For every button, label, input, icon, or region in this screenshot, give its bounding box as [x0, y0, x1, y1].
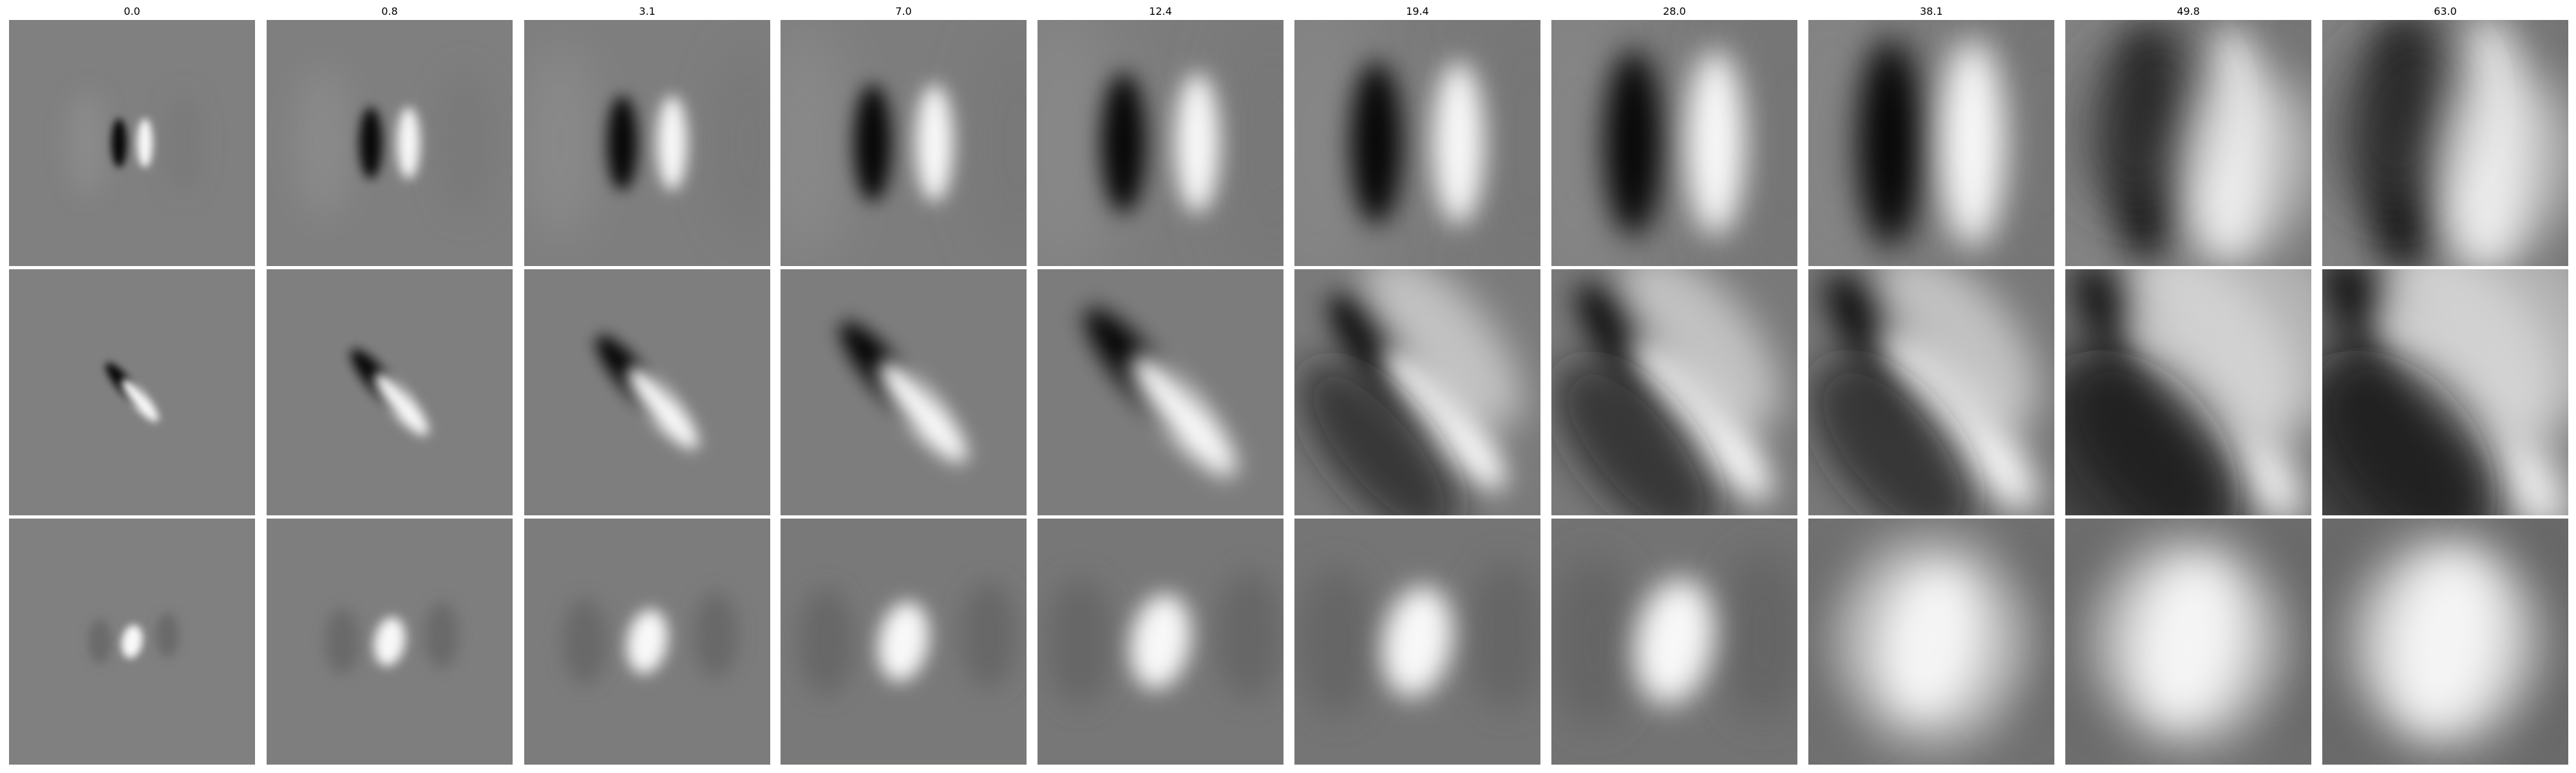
column-title: 49.8	[2177, 5, 2200, 17]
filter-panel-r3-c9	[2065, 519, 2311, 765]
filter-image	[1037, 519, 1283, 765]
filter-image	[781, 519, 1027, 765]
filter-panel-r2-c1	[9, 269, 255, 515]
filter-panel-r1-c7	[1551, 20, 1797, 266]
filter-panel-r1-c3	[524, 20, 770, 266]
filter-panel-r1-c2	[267, 20, 513, 266]
filter-image	[2322, 269, 2568, 515]
filter-image	[781, 269, 1027, 515]
filter-panel-r2-c6	[1294, 269, 1540, 515]
filter-panel-r3-c8	[1808, 519, 2054, 765]
column-title: 38.1	[1920, 5, 1943, 17]
filter-panel-r3-c7	[1551, 519, 1797, 765]
filter-panel-r2-c5	[1037, 269, 1283, 515]
filter-image	[781, 20, 1027, 266]
filter-image	[2065, 269, 2311, 515]
filter-image	[524, 519, 770, 765]
filter-image	[1294, 269, 1540, 515]
filter-panel-r3-c2	[267, 519, 513, 765]
filter-panel-r1-c5	[1037, 20, 1283, 266]
filter-panel-r2-c9	[2065, 269, 2311, 515]
filter-panel-r1-c4	[781, 20, 1027, 266]
filter-image	[2322, 519, 2568, 765]
filter-image	[1808, 519, 2054, 765]
filter-image	[9, 20, 255, 266]
column-title: 0.8	[381, 5, 398, 17]
filter-image	[2065, 519, 2311, 765]
filter-panel-r2-c3	[524, 269, 770, 515]
filter-panel-r3-c4	[781, 519, 1027, 765]
filter-panel-r2-c10	[2322, 269, 2568, 515]
filter-image	[524, 269, 770, 515]
filter-panel-r1-c10	[2322, 20, 2568, 266]
column-title: 28.0	[1663, 5, 1686, 17]
filter-image	[2065, 20, 2311, 266]
filter-image	[267, 20, 513, 266]
filter-panel-r3-c3	[524, 519, 770, 765]
filter-image	[1294, 20, 1540, 266]
filter-image	[267, 269, 513, 515]
filter-panel-r1-c9	[2065, 20, 2311, 266]
column-title: 19.4	[1406, 5, 1429, 17]
filter-image	[2322, 20, 2568, 266]
filter-image	[1037, 269, 1283, 515]
column-title: 7.0	[895, 5, 912, 17]
filter-image	[1551, 269, 1797, 515]
column-title: 3.1	[639, 5, 656, 17]
filter-image	[9, 519, 255, 765]
filter-panel-r2-c7	[1551, 269, 1797, 515]
filter-image	[267, 519, 513, 765]
filter-panel-r1-c8	[1808, 20, 2054, 266]
filter-panel-r3-c10	[2322, 519, 2568, 765]
filter-image	[1294, 519, 1540, 765]
column-title: 63.0	[2434, 5, 2457, 17]
filter-panel-r2-c2	[267, 269, 513, 515]
filter-image	[1037, 20, 1283, 266]
filter-panel-r1-c1	[9, 20, 255, 266]
filter-panel-r3-c6	[1294, 519, 1540, 765]
filter-panel-r2-c4	[781, 269, 1027, 515]
filter-image	[524, 20, 770, 266]
filter-panel-r3-c5	[1037, 519, 1283, 765]
filter-image	[1551, 519, 1797, 765]
column-title: 12.4	[1149, 5, 1172, 17]
column-title: 0.0	[124, 5, 140, 17]
filter-image	[1551, 20, 1797, 266]
filter-image	[9, 269, 255, 515]
filter-panel-r3-c1	[9, 519, 255, 765]
filter-panel-r2-c8	[1808, 269, 2054, 515]
filter-image	[1808, 269, 2054, 515]
filter-image	[1808, 20, 2054, 266]
filter-panel-r1-c6	[1294, 20, 1540, 266]
